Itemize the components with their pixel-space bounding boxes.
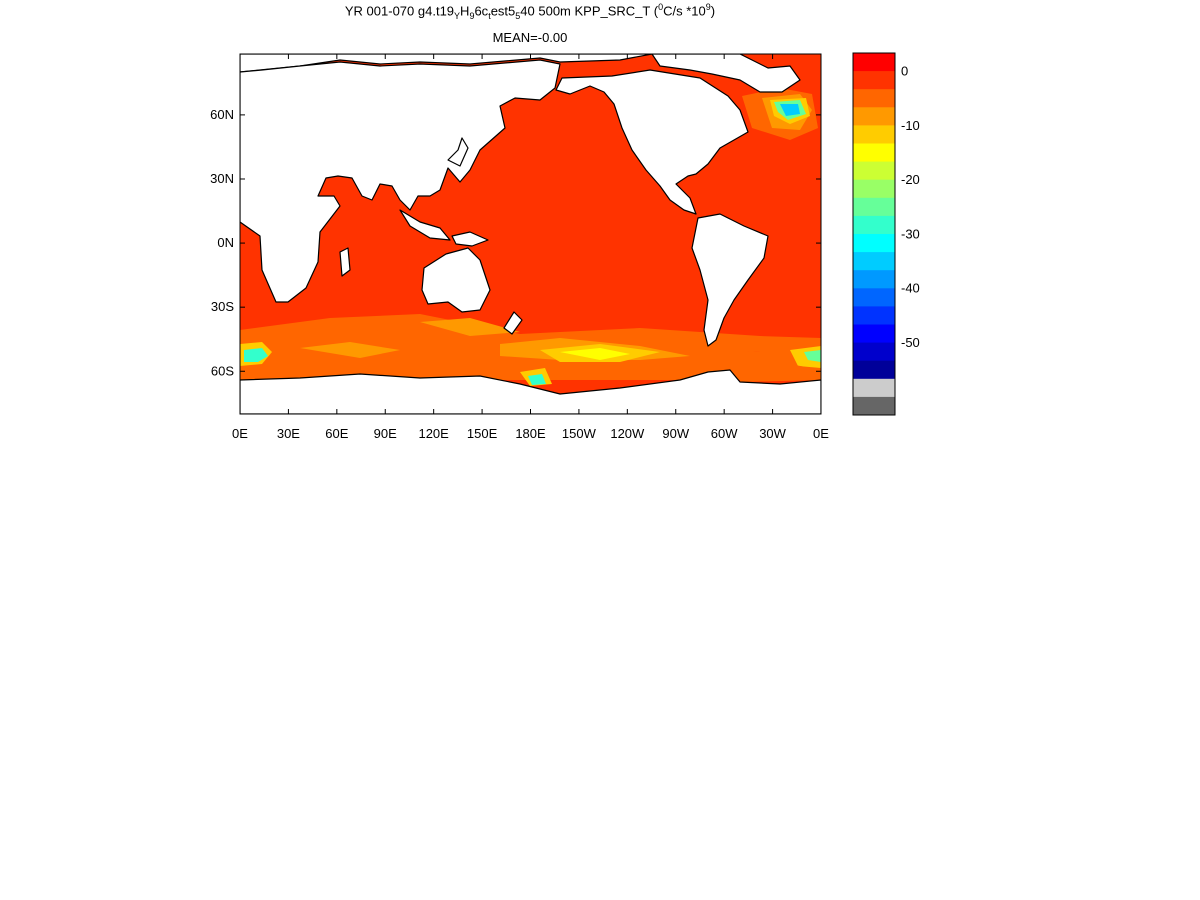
x-axis-ticks: 0E 30E 60E 90E 120E 150E 180E 150W 120W 90W 60W 30W… [232, 54, 829, 441]
title-sub-3: t [488, 10, 491, 21]
madagascar-land [339, 247, 351, 277]
colorbar-swatch [853, 234, 895, 253]
map-title: YR 001-070 g4.t19YH96ctest5540 500m KPP_… [0, 2, 1060, 21]
colorbar-swatch [853, 71, 895, 90]
colorbar-label: -10 [901, 118, 920, 133]
land-masses [240, 54, 821, 414]
colorbar-swatch [853, 125, 895, 144]
colorbar-swatch [853, 288, 895, 307]
y-tick-label: 60N [210, 107, 234, 122]
colorbar-swatch [853, 324, 895, 344]
colorbar-swatch [853, 89, 895, 108]
australia-land [421, 247, 491, 313]
colorbar-label: -30 [901, 226, 920, 241]
title-sup-1: 0 [658, 2, 664, 12]
title-sub-2: 9 [469, 10, 475, 21]
colorbar-swatch [853, 342, 895, 362]
x-tick-label: 180E [515, 426, 546, 441]
colorbar-swatch [853, 396, 895, 416]
x-tick-label: 0E [813, 426, 829, 441]
eurasia-africa-land [240, 59, 561, 303]
x-tick-label: 120W [610, 426, 645, 441]
southern-ocean-band [240, 314, 821, 386]
map-layers [240, 54, 821, 414]
x-tick-label: 120E [418, 426, 449, 441]
mean-subtitle: MEAN=-0.00 [492, 30, 568, 45]
y-tick-label: 30N [210, 171, 234, 186]
y-tick-label: 30S [211, 299, 234, 314]
x-tick-label: 30E [277, 426, 300, 441]
x-tick-label: 90E [374, 426, 397, 441]
colorbar-label: 0 [901, 63, 908, 78]
new-zealand-land [503, 311, 523, 335]
colorbar-swatch [853, 270, 895, 289]
title-mid-3: est5 [490, 3, 516, 19]
colorbar-swatch [853, 143, 895, 163]
colorbar-swatch [853, 107, 895, 126]
antarctica-land [240, 369, 821, 414]
y-axis-ticks: 60N 30N 0N 30S 60S [210, 107, 821, 378]
north-america-land [555, 69, 749, 215]
x-tick-label: 150E [467, 426, 498, 441]
sumatra-borneo-land [399, 209, 451, 241]
colorbar-label: -40 [901, 281, 920, 296]
title-sub-1: Y [454, 10, 461, 21]
colorbar: 0 -10 -20 -30 -40 -50 [852, 52, 920, 416]
colorbar-swatch [853, 179, 895, 199]
title-sup-2: 9 [705, 2, 711, 12]
x-tick-label: 60W [711, 426, 738, 441]
colorbar-swatch [853, 53, 895, 72]
colorbar-label: -50 [901, 335, 920, 350]
x-tick-label: 90W [662, 426, 689, 441]
y-tick-label: 0N [217, 235, 234, 250]
x-tick-label: 30W [759, 426, 786, 441]
x-tick-label: 150W [562, 426, 597, 441]
title-prefix: YR 001-070 g4.t19 [344, 3, 455, 19]
title-mid-1: H [460, 3, 470, 19]
colorbar-frame [852, 52, 896, 416]
colorbar-swatch [853, 197, 895, 217]
colorbar-swatch [853, 306, 895, 325]
japan-land [447, 137, 469, 167]
colorbar-swatch [853, 252, 895, 271]
colorbar-swatch [853, 215, 895, 235]
x-tick-label: 60E [325, 426, 348, 441]
title-suffix: ) [710, 3, 716, 19]
title-mid-5: C/s *10 [663, 3, 706, 19]
title-mid-4: 40 500m KPP_SRC_T ( [520, 3, 659, 19]
greenland-land [651, 54, 801, 93]
colorbar-swatch [853, 360, 895, 380]
new-guinea-land [451, 231, 489, 247]
colorbar-swatch [853, 378, 895, 398]
colorbar-label: -20 [901, 172, 920, 187]
title-mid-2: 6c [474, 3, 489, 19]
colorbar-swatch [853, 161, 895, 181]
title-sub-4: 5 [515, 10, 521, 21]
north-atlantic-anomaly [742, 88, 818, 140]
south-america-land [691, 213, 769, 347]
y-tick-label: 60S [211, 363, 234, 378]
x-tick-label: 0E [232, 426, 248, 441]
